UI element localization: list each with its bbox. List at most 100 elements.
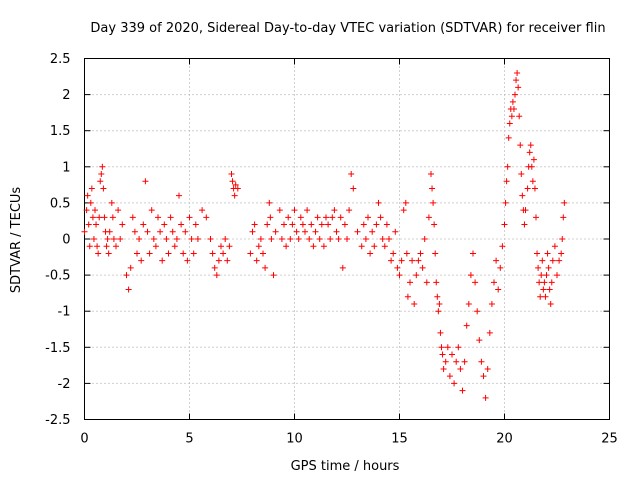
- data-point: [402, 199, 409, 206]
- data-point: [514, 69, 521, 76]
- data-point: [100, 185, 107, 192]
- data-point: [404, 293, 411, 300]
- data-points: [81, 69, 568, 401]
- data-point: [497, 264, 504, 271]
- data-point: [396, 272, 403, 279]
- data-point: [159, 257, 166, 264]
- data-point: [526, 149, 533, 156]
- data-point: [369, 228, 376, 235]
- y-tick-label: 2: [62, 88, 70, 103]
- data-point: [503, 178, 510, 185]
- data-point: [140, 221, 147, 228]
- data-point: [229, 178, 236, 185]
- data-point: [413, 272, 420, 279]
- data-point: [446, 373, 453, 380]
- data-point: [373, 221, 380, 228]
- data-point: [560, 214, 567, 221]
- data-point: [491, 279, 497, 286]
- data-point: [435, 308, 442, 315]
- data-point: [430, 199, 437, 206]
- y-tick-label: 0.5: [50, 196, 71, 211]
- data-point: [255, 243, 262, 250]
- data-point: [508, 113, 515, 120]
- data-point: [224, 257, 231, 264]
- data-point: [125, 286, 132, 293]
- data-point: [367, 250, 374, 257]
- x-tick-label: 25: [601, 432, 618, 447]
- x-axis-ticks: 0 5 10 15 20 25: [80, 58, 618, 447]
- data-point: [344, 236, 350, 242]
- data-point: [484, 365, 491, 372]
- data-point: [276, 207, 283, 214]
- data-point: [365, 214, 371, 221]
- data-point: [538, 272, 545, 279]
- data-point: [541, 279, 548, 286]
- data-point: [105, 250, 112, 257]
- data-point: [524, 185, 531, 192]
- data-point: [390, 250, 397, 257]
- data-point: [231, 192, 238, 199]
- data-point: [281, 221, 287, 228]
- data-point: [439, 351, 446, 358]
- data-point: [527, 142, 534, 149]
- data-point: [505, 134, 512, 141]
- y-tick-label: -2: [58, 377, 71, 392]
- data-point: [148, 207, 155, 214]
- data-point: [192, 221, 199, 228]
- data-point: [109, 214, 116, 221]
- data-point: [400, 207, 407, 214]
- data-point: [472, 279, 479, 286]
- y-tick-label: -2.5: [45, 413, 70, 428]
- data-point: [161, 221, 168, 228]
- x-axis-label: GPS time / hours: [291, 459, 400, 474]
- data-point: [90, 236, 97, 242]
- data-point: [438, 344, 445, 351]
- data-point: [455, 344, 462, 351]
- data-point: [539, 257, 546, 264]
- y-tick-label: -0.5: [45, 269, 70, 284]
- data-point: [383, 221, 390, 228]
- data-point: [398, 257, 405, 264]
- data-point: [267, 214, 274, 221]
- data-point: [436, 300, 443, 307]
- data-point: [394, 264, 401, 271]
- data-point: [95, 250, 102, 257]
- data-point: [262, 264, 269, 271]
- data-point: [335, 236, 342, 242]
- data-point: [232, 181, 239, 188]
- data-point: [409, 257, 416, 264]
- data-point: [431, 221, 438, 228]
- data-point: [407, 279, 413, 286]
- data-point: [96, 214, 103, 221]
- data-point: [486, 329, 493, 336]
- data-point: [94, 243, 101, 250]
- data-point: [270, 272, 277, 279]
- data-point: [318, 221, 325, 228]
- data-point: [329, 214, 336, 221]
- data-point: [123, 272, 130, 279]
- x-tick-label: 10: [286, 432, 303, 447]
- data-point: [295, 236, 302, 242]
- data-point: [331, 207, 338, 214]
- data-point: [559, 236, 566, 242]
- y-tick-label: -1.5: [45, 341, 70, 356]
- data-point: [155, 214, 161, 221]
- data-point: [176, 192, 182, 199]
- data-point: [510, 106, 517, 113]
- data-point: [173, 236, 180, 242]
- x-tick-label: 0: [80, 432, 88, 447]
- y-tick-label: -1: [58, 305, 71, 320]
- data-point: [220, 250, 227, 257]
- data-point: [106, 228, 113, 235]
- data-point: [499, 243, 506, 250]
- data-point: [249, 228, 256, 235]
- data-point: [152, 243, 159, 250]
- data-point: [534, 250, 541, 257]
- data-point: [403, 250, 410, 257]
- data-point: [478, 358, 485, 365]
- data-point: [457, 365, 464, 372]
- data-point: [83, 207, 90, 214]
- data-point: [266, 199, 273, 206]
- data-point: [536, 279, 543, 286]
- data-point: [463, 322, 470, 329]
